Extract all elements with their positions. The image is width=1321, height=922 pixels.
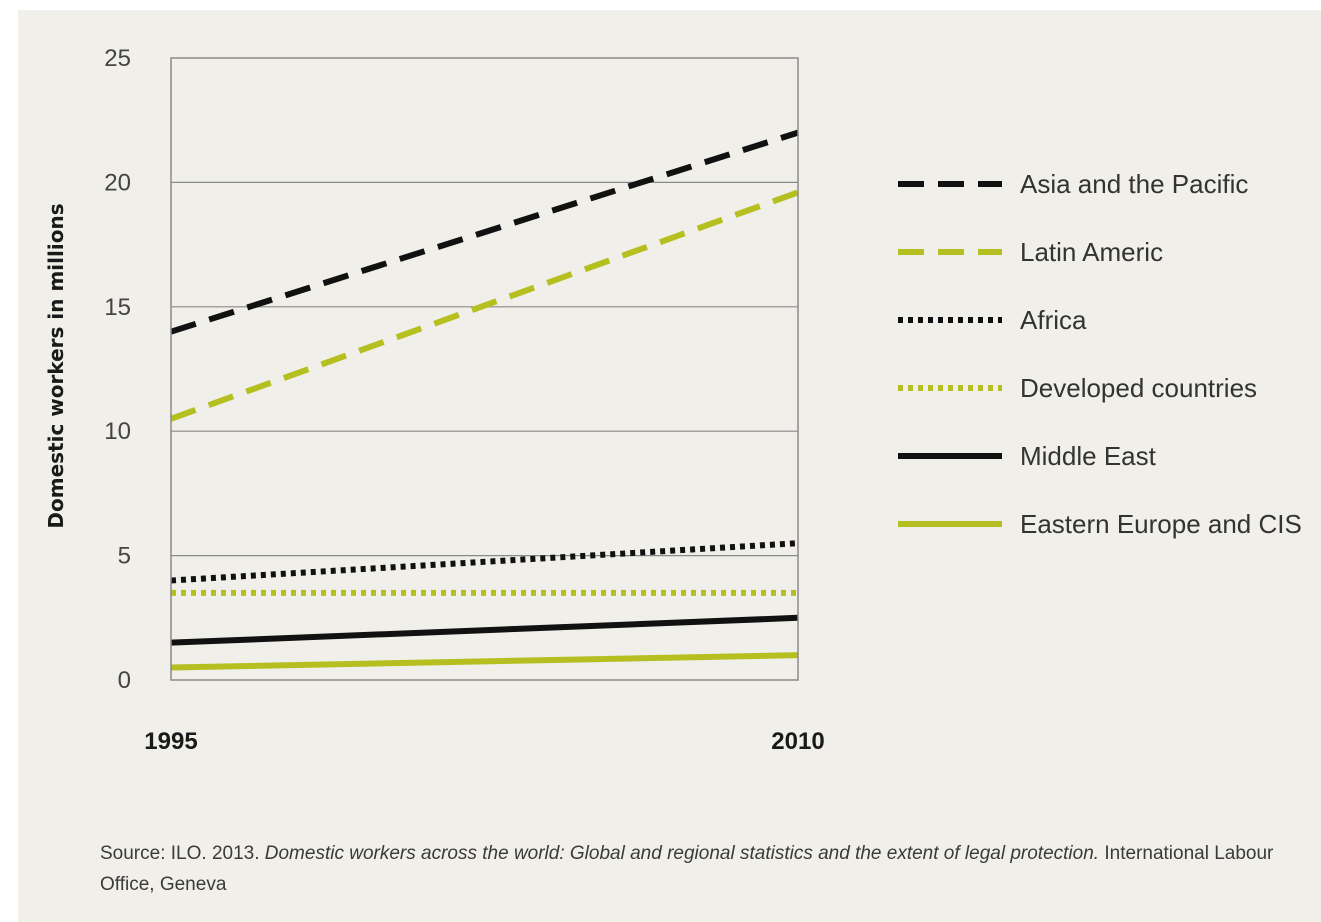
legend-item: Developed countries: [898, 373, 1257, 403]
series-line: [170, 540, 799, 584]
y-tick-label: 15: [104, 294, 131, 321]
legend-label: Developed countries: [1020, 373, 1257, 403]
legend-label: Latin Americ: [1020, 237, 1163, 267]
legend: Asia and the Pacific Latin Americ Africa De…: [898, 169, 1302, 539]
y-tick-label: 10: [104, 418, 131, 445]
x-tick-label: 1995: [144, 728, 197, 755]
y-tick-label: 20: [104, 169, 131, 196]
legend-item: Latin Americ: [898, 237, 1163, 267]
figure-panel: 0 5 10 15 20 25 1995 2010 Domestic workers in …: [18, 10, 1321, 922]
source-note: Source: ILO. 2013. Domestic workers acro…: [100, 838, 1321, 900]
x-tick-label: 2010: [771, 728, 824, 755]
plot-frame: [170, 57, 799, 681]
y-tick-label: 5: [118, 543, 131, 570]
line-chart: 0 5 10 15 20 25 1995 2010 Domestic workers in …: [44, 45, 1302, 755]
series-line: [169, 189, 800, 422]
y-tick-label: 0: [118, 667, 131, 694]
x-tick-labels: 1995 2010: [144, 728, 824, 755]
legend-label: Asia and the Pacific: [1020, 169, 1248, 199]
source-suffix: International Labour Office, Geneva: [100, 843, 1274, 895]
legend-label: Africa: [1020, 305, 1087, 335]
series-line: [170, 652, 799, 671]
legend-item: Asia and the Pacific: [898, 169, 1248, 199]
legend-item: Middle East: [898, 441, 1157, 471]
source-prefix: Source: ILO. 2013.: [100, 843, 265, 864]
legend-item: Eastern Europe and CIS: [898, 509, 1302, 539]
legend-item: Africa: [898, 305, 1087, 335]
y-tick-labels: 0 5 10 15 20 25: [104, 45, 131, 694]
series-line: [170, 129, 799, 335]
legend-label: Middle East: [1020, 441, 1157, 471]
series-lines: [169, 129, 800, 671]
grid-lines: [171, 181, 798, 557]
series-line: [170, 614, 799, 646]
y-tick-label: 25: [104, 45, 131, 72]
legend-label: Eastern Europe and CIS: [1020, 509, 1302, 539]
y-axis-label: Domestic workers in millions: [44, 203, 68, 528]
source-title: Domestic workers across the world: Globa…: [264, 843, 1100, 864]
